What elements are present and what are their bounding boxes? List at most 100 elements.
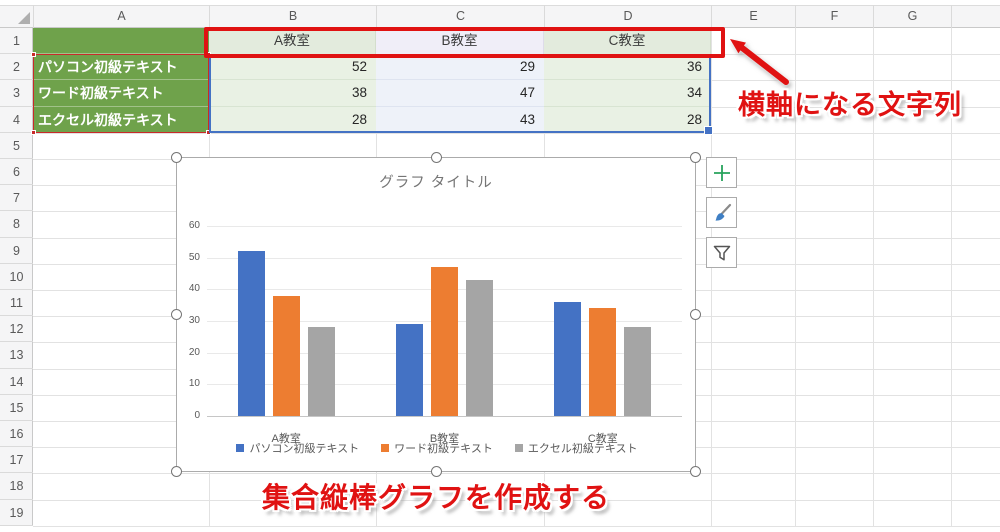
category-label: B教室: [429, 433, 460, 445]
row-header-8[interactable]: 8: [0, 211, 33, 238]
column-header-C[interactable]: C: [376, 5, 544, 28]
column-header-G[interactable]: G: [873, 5, 951, 28]
plot-area: [207, 226, 682, 417]
bar-c0-s2[interactable]: [307, 327, 335, 416]
row-header-2[interactable]: 2: [0, 54, 33, 81]
legend-item[interactable]: ワード初級テキスト: [381, 440, 493, 456]
grid-vline: [795, 28, 796, 526]
bar-c0-s0[interactable]: [237, 251, 265, 416]
chart[interactable]: グラフ タイトル 0 10 20 30 40 50 60 A教室 B教室 C教室 パソコン初級テキス…: [171, 152, 701, 477]
y-gridline: [207, 257, 682, 259]
row-header-12[interactable]: 12: [0, 316, 33, 343]
legend-item[interactable]: パソコン初級テキスト: [236, 440, 359, 456]
row-header-16[interactable]: 16: [0, 421, 33, 448]
range-resize-handle[interactable]: [704, 126, 713, 135]
cell-C2[interactable]: 29: [376, 54, 544, 81]
row-header-10[interactable]: 10: [0, 264, 33, 290]
chart-selection-handle-bl[interactable]: [171, 466, 182, 477]
row-header-4[interactable]: 4: [0, 107, 33, 133]
legend-swatch: [236, 444, 245, 452]
cell-D4[interactable]: 28: [544, 106, 711, 133]
y-tick-label: 60: [188, 220, 200, 231]
y-tick-label: 30: [188, 315, 200, 326]
category-label: C教室: [587, 433, 618, 445]
legend-label: エクセル初級テキスト: [527, 443, 638, 455]
chart-data-range-outline: [209, 54, 713, 135]
chart-filters-button[interactable]: [706, 237, 737, 268]
column-header-A[interactable]: A: [33, 5, 209, 28]
cell-B3[interactable]: 38: [209, 80, 376, 107]
annotation-arrow: [730, 39, 789, 85]
chart-selection-handle-tr[interactable]: [690, 152, 701, 163]
y-gridline: [207, 226, 682, 227]
cell-D3[interactable]: 34: [544, 80, 711, 107]
category-label: A教室: [271, 433, 301, 445]
cell-C4[interactable]: 43: [376, 106, 544, 133]
column-header-D[interactable]: D: [544, 5, 711, 28]
cell-B1[interactable]: A教室: [209, 28, 376, 55]
column-header-B[interactable]: B: [209, 5, 376, 28]
bar-c1-s1[interactable]: [431, 267, 458, 416]
y-tick-label: 10: [188, 378, 200, 390]
grid-vline: [873, 28, 874, 526]
row-header-9[interactable]: 9: [0, 238, 33, 264]
row-header-18[interactable]: 18: [0, 473, 33, 500]
row-header-14[interactable]: 14: [0, 369, 33, 395]
row-header-17[interactable]: 17: [0, 447, 33, 474]
series-names-range-outline: [31, 52, 211, 135]
bar-c2-s2[interactable]: [624, 327, 652, 416]
grid-vline: [951, 28, 952, 526]
chart-title[interactable]: グラフ タイトル: [379, 175, 493, 191]
chart-legend[interactable]: パソコン初級テキスト ワード初級テキスト エクセル初級テキスト: [177, 441, 697, 455]
chart-selection-handle-mr[interactable]: [690, 309, 701, 320]
row-header-3[interactable]: 3: [0, 80, 33, 107]
chart-selection-handle-tm[interactable]: [431, 152, 442, 163]
legend-swatch: [381, 444, 390, 452]
row-header-13[interactable]: 13: [0, 342, 33, 369]
paintbrush-icon: [715, 203, 731, 221]
row-header-1[interactable]: 1: [0, 28, 33, 55]
select-all-corner[interactable]: [0, 5, 33, 28]
axis-annotation-box: [204, 27, 725, 58]
grid-hline: [33, 499, 1000, 501]
column-header-F[interactable]: F: [795, 5, 873, 28]
cell-D2[interactable]: 36: [544, 54, 711, 81]
column-header-E[interactable]: E: [711, 5, 795, 28]
cell-A3[interactable]: ワード初級テキスト: [33, 80, 209, 107]
cell-C1[interactable]: B教室: [376, 28, 544, 55]
bar-c0-s1[interactable]: [272, 295, 300, 416]
chart-selection-handle-ml[interactable]: [171, 309, 182, 320]
chart-elements-button[interactable]: [706, 157, 737, 188]
bar-c2-s0[interactable]: [554, 302, 582, 416]
cell-A2[interactable]: パソコン初級テキスト: [33, 54, 209, 81]
chart-selection-handle-tl[interactable]: [171, 152, 182, 163]
chart-styles-button[interactable]: [706, 197, 737, 228]
cell-D1[interactable]: C教室: [544, 28, 711, 55]
row-header-7[interactable]: 7: [0, 185, 33, 212]
row-header-11[interactable]: 11: [0, 290, 33, 317]
y-tick-label: 20: [188, 346, 200, 358]
axis-annotation-text: 横軸になる文字列: [738, 90, 962, 120]
plus-icon: [713, 164, 730, 181]
bar-c1-s0[interactable]: [396, 324, 423, 416]
column-header-partial[interactable]: [951, 5, 1000, 28]
chart-selection-handle-bm[interactable]: [431, 466, 442, 477]
cell-A1[interactable]: [33, 28, 209, 55]
grid-hline: [33, 473, 1000, 475]
cell-A4[interactable]: エクセル初級テキスト: [33, 106, 209, 133]
legend-label: パソコン初級テキスト: [249, 443, 360, 455]
x-axis-line: [207, 416, 682, 417]
cell-C3[interactable]: 47: [376, 80, 544, 107]
y-tick-label: 0: [194, 410, 200, 421]
grid-vline: [711, 28, 712, 526]
bar-c2-s1[interactable]: [589, 308, 617, 416]
row-header-19[interactable]: 19: [0, 500, 33, 526]
legend-label: ワード初級テキスト: [394, 443, 493, 455]
bar-c1-s2[interactable]: [466, 279, 493, 416]
row-header-15[interactable]: 15: [0, 395, 33, 421]
cell-B2[interactable]: 52: [209, 54, 376, 81]
row-header-5[interactable]: 5: [0, 133, 33, 159]
row-header-6[interactable]: 6: [0, 159, 33, 186]
chart-selection-handle-br[interactable]: [690, 466, 701, 477]
legend-item[interactable]: エクセル初級テキスト: [514, 440, 638, 456]
